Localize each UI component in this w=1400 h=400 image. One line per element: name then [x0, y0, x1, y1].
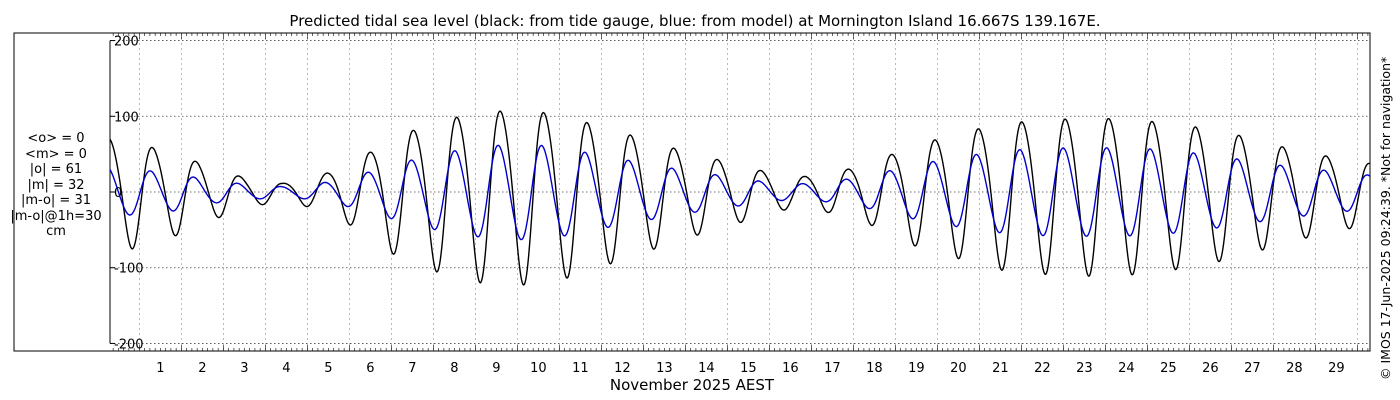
x-tick-label: 10 — [530, 361, 547, 376]
x-tick-label: 1 — [156, 361, 164, 376]
stat-abs-model: |m| = 32 — [27, 177, 85, 193]
x-tick-label: 8 — [450, 361, 458, 376]
x-axis-label: November 2025 AEST — [610, 376, 775, 394]
x-tick-label: 2 — [198, 361, 206, 376]
y-tick-label: 0 — [114, 186, 122, 201]
copyright-notice: © IMOS 17-Jun-2025 09:24:39. *Not for na… — [1378, 56, 1393, 380]
stat-mean-observed: <o> = 0 — [27, 131, 85, 146]
x-tick-label: 6 — [366, 361, 374, 376]
stat-abs-diff-1h: |m-o|@1h=30 — [10, 208, 102, 224]
x-tick-label: 14 — [698, 361, 715, 376]
series-model — [109, 144, 1371, 241]
chart-title: Predicted tidal sea level (black: from t… — [289, 12, 1100, 30]
x-tick-label: 22 — [1034, 361, 1051, 376]
x-tick-label: 16 — [782, 361, 799, 376]
y-axis: -200 -100 0 100 200 — [109, 35, 144, 352]
x-tick-label: 9 — [492, 361, 500, 376]
x-tick-label: 5 — [324, 361, 332, 376]
x-tick-label: 23 — [1076, 361, 1093, 376]
stats-panel: <o> = 0 <m> = 0 |o| = 61 |m| = 32 |m-o| … — [0, 131, 112, 240]
x-tick-label: 21 — [992, 361, 1009, 376]
x-axis: 1 2 3 4 5 6 7 8 9 10 11 12 13 14 15 16 17 18 19 20 21 22 23 24 2… — [112, 33, 1369, 376]
x-tick-label: 13 — [656, 361, 673, 376]
x-tick-label: 17 — [824, 361, 841, 376]
stat-mean-model: <m> = 0 — [25, 146, 87, 162]
x-tick-label: 19 — [908, 361, 925, 376]
x-tick-label: 7 — [408, 361, 416, 376]
x-tick-label: 25 — [1160, 361, 1177, 376]
plot-frame — [13, 32, 1371, 352]
x-tick-label: 24 — [1118, 361, 1135, 376]
stat-unit: cm — [46, 224, 66, 239]
y-tick-label: -200 — [114, 337, 144, 352]
x-tick-label: 27 — [1244, 361, 1261, 376]
series-group — [109, 110, 1371, 286]
stat-abs-diff: |m-o| = 31 — [20, 193, 91, 208]
x-tick-label: 12 — [614, 361, 631, 376]
x-tick-label: 20 — [950, 361, 967, 376]
y-tick-label: -100 — [114, 262, 144, 277]
x-tick-label: 4 — [282, 361, 290, 376]
x-tick-label: 11 — [572, 361, 589, 376]
stat-abs-observed: |o| = 61 — [29, 162, 83, 177]
x-tick-label: 26 — [1202, 361, 1219, 376]
x-tick-label: 15 — [740, 361, 757, 376]
x-tick-label: 3 — [240, 361, 248, 376]
grid-lines — [110, 33, 1370, 351]
series-tide-gauge — [109, 110, 1371, 286]
x-tick-label: 28 — [1286, 361, 1303, 376]
x-tick-label: 29 — [1328, 361, 1345, 376]
y-tick-label: 100 — [114, 110, 139, 125]
x-tick-label: 18 — [866, 361, 883, 376]
y-tick-label: 200 — [114, 35, 139, 50]
